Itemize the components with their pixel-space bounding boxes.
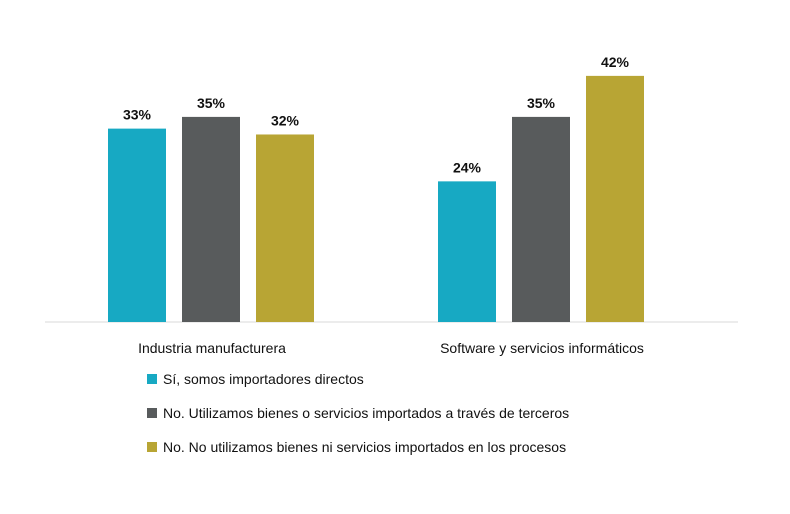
bar-2-2 [512, 116, 570, 323]
legend-label: No. No utilizamos bienes ni servicios im… [163, 439, 567, 455]
data-label: 32% [271, 112, 300, 128]
category-label: Software y servicios informáticos [440, 340, 644, 356]
bar-2-1 [438, 181, 496, 322]
data-label: 42% [601, 54, 630, 70]
data-label: 33% [123, 107, 152, 123]
bar-2-3 [586, 75, 644, 322]
legend-swatch [147, 442, 157, 452]
legend-label: No. Utilizamos bienes o servicios import… [163, 405, 570, 421]
legend: Sí, somos importadores directos No. Util… [147, 372, 569, 474]
legend-item-no-importados: No. No utilizamos bienes ni servicios im… [147, 440, 569, 454]
data-label: 35% [527, 95, 556, 111]
legend-label: Sí, somos importadores directos [163, 371, 364, 387]
legend-swatch [147, 374, 157, 384]
legend-swatch [147, 408, 157, 418]
legend-item-importados-terceros: No. Utilizamos bienes o servicios import… [147, 406, 569, 420]
data-label: 24% [453, 159, 482, 175]
legend-item-importadores-directos: Sí, somos importadores directos [147, 372, 569, 386]
bar-1-1 [108, 128, 166, 322]
bar-1-3 [256, 134, 314, 322]
category-label: Industria manufacturera [138, 340, 286, 356]
bar-1-2 [182, 116, 240, 323]
data-label: 35% [197, 95, 226, 111]
